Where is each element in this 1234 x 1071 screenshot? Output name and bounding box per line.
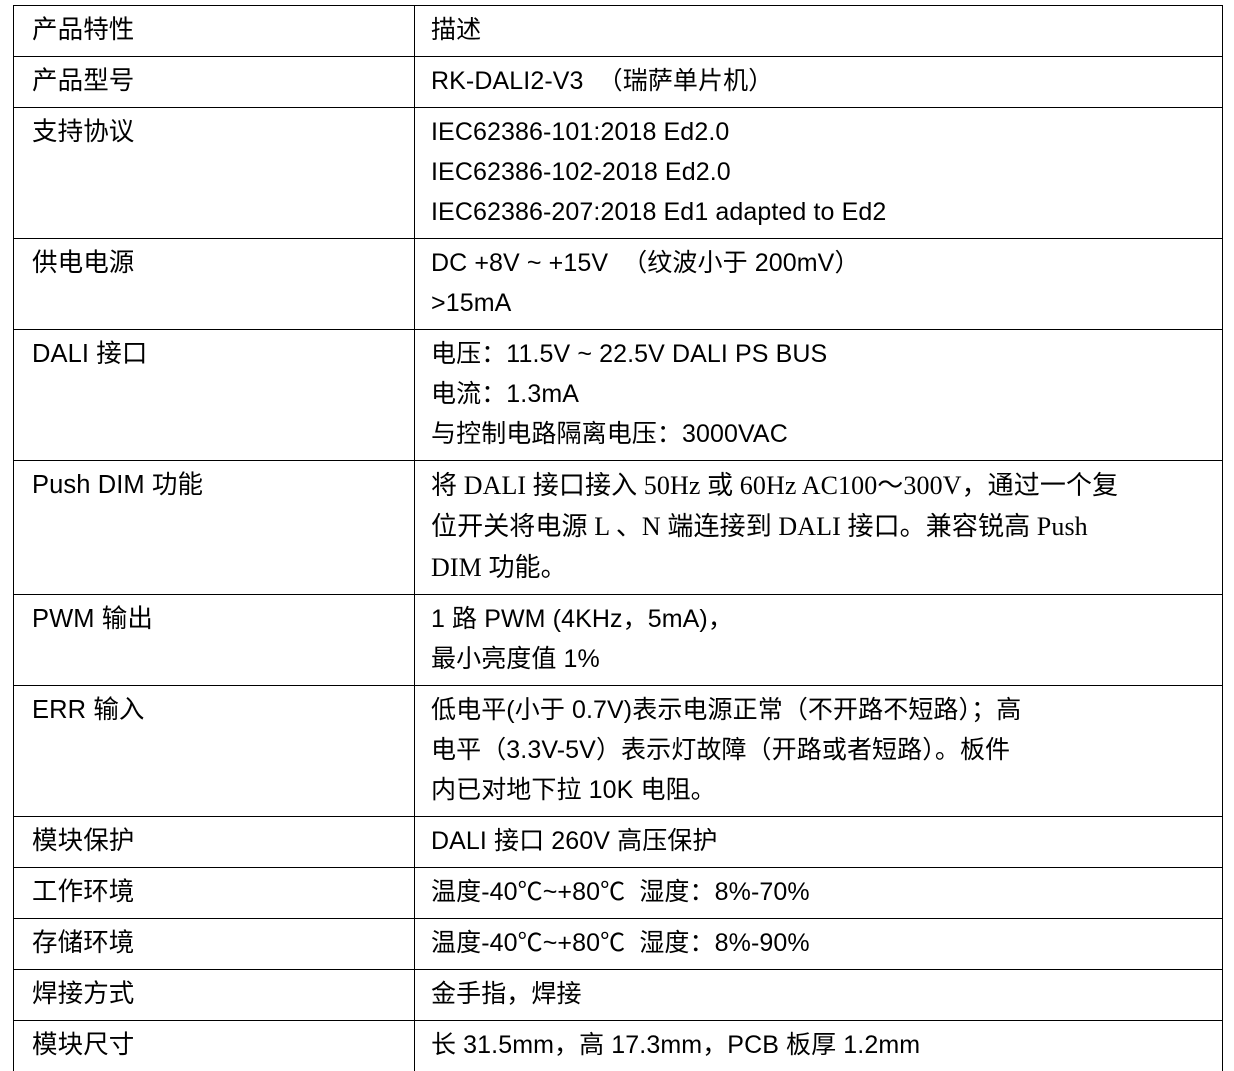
table-body: 产品特性 描述 产品型号 RK-DALI2-V3 （瑞萨单片机） 支持协议 IEC62… bbox=[13, 5, 1223, 1071]
table-header-cell-description: 描述 bbox=[414, 5, 1223, 57]
table-row: 供电电源 DC +8V ~ +15V （纹波小于 200mV） >15mA bbox=[13, 238, 1223, 330]
table-row: DALI 接口 电压：11.5V ~ 22.5V DALI PS BUS 电流：1.… bbox=[13, 329, 1223, 461]
description-line: 将 DALI 接口接入 50Hz 或 60Hz AC100～300V，通过一个复 bbox=[431, 471, 1119, 500]
table-cell-feature: 焊接方式 bbox=[13, 969, 415, 1021]
table-cell-description: 长 31.5mm，高 17.3mm，PCB 板厚 1.2mm bbox=[414, 1020, 1223, 1071]
feature-label: 存储环境 bbox=[32, 929, 135, 957]
description-line: 电流：1.3mA bbox=[431, 380, 580, 408]
table-row: 支持协议 IEC62386-101:2018 Ed2.0 IEC62386-102-… bbox=[13, 107, 1223, 239]
table-cell-description: DALI 接口 260V 高压保护 bbox=[414, 816, 1223, 868]
description-line: 长 31.5mm，高 17.3mm，PCB 板厚 1.2mm bbox=[431, 1031, 921, 1059]
table-row: 模块保护 DALI 接口 260V 高压保护 bbox=[13, 816, 1223, 868]
table-cell-description: 电压：11.5V ~ 22.5V DALI PS BUS 电流：1.3mA 与控制电… bbox=[414, 329, 1223, 461]
product-specification-table: 产品特性 描述 产品型号 RK-DALI2-V3 （瑞萨单片机） 支持协议 IEC62… bbox=[13, 5, 1223, 1071]
header-label-feature: 产品特性 bbox=[32, 16, 135, 44]
feature-label: 产品型号 bbox=[32, 67, 135, 95]
feature-label: 模块保护 bbox=[32, 827, 135, 855]
description-line: DC +8V ~ +15V （纹波小于 200mV） bbox=[431, 249, 860, 277]
description-line: DIM 功能。 bbox=[431, 553, 567, 582]
description-line: 1 路 PWM (4KHz，5mA)， bbox=[431, 605, 733, 633]
table-cell-description: 温度-40℃~+80℃ 湿度：8%-90% bbox=[414, 918, 1223, 970]
feature-label: Push DIM 功能 bbox=[32, 471, 204, 499]
description-line: 电平（3.3V-5V）表示灯故障（开路或者短路）。板件 bbox=[431, 736, 1011, 764]
description-line: RK-DALI2-V3 （瑞萨单片机） bbox=[431, 67, 774, 95]
feature-label: 模块尺寸 bbox=[32, 1031, 135, 1059]
table-cell-description: 1 路 PWM (4KHz，5mA)， 最小亮度值 1% bbox=[414, 594, 1223, 686]
table-row: 模块尺寸 长 31.5mm，高 17.3mm，PCB 板厚 1.2mm bbox=[13, 1020, 1223, 1071]
table-cell-feature: 支持协议 bbox=[13, 107, 415, 239]
description-line: IEC62386-101:2018 Ed2.0 bbox=[431, 118, 730, 146]
feature-label: 支持协议 bbox=[32, 118, 135, 146]
description-line: >15mA bbox=[431, 289, 512, 317]
table-row: 存储环境 温度-40℃~+80℃ 湿度：8%-90% bbox=[13, 918, 1223, 970]
description-line: 低电平(小于 0.7V)表示电源正常（不开路不短路）；高 bbox=[431, 696, 1022, 724]
table-row: ERR 输入 低电平(小于 0.7V)表示电源正常（不开路不短路）；高 电平（3.3… bbox=[13, 685, 1223, 817]
table-cell-description: 金手指，焊接 bbox=[414, 969, 1223, 1021]
description-line: IEC62386-102-2018 Ed2.0 bbox=[431, 158, 731, 186]
table-cell-feature: Push DIM 功能 bbox=[13, 460, 415, 595]
feature-label: 焊接方式 bbox=[32, 980, 135, 1008]
description-line: DALI 接口 260V 高压保护 bbox=[431, 827, 718, 855]
header-label-description: 描述 bbox=[431, 16, 482, 44]
table-row: 工作环境 温度-40℃~+80℃ 湿度：8%-70% bbox=[13, 867, 1223, 919]
description-line: 金手指，焊接 bbox=[431, 980, 582, 1008]
table-cell-feature: 模块尺寸 bbox=[13, 1020, 415, 1071]
table-cell-feature: 产品型号 bbox=[13, 56, 415, 108]
table-cell-feature: 存储环境 bbox=[13, 918, 415, 970]
table-cell-feature: 模块保护 bbox=[13, 816, 415, 868]
description-line: 与控制电路隔离电压：3000VAC bbox=[431, 420, 788, 448]
table-cell-description: 温度-40℃~+80℃ 湿度：8%-70% bbox=[414, 867, 1223, 919]
table-header-row: 产品特性 描述 bbox=[13, 5, 1223, 57]
table-cell-feature: 供电电源 bbox=[13, 238, 415, 330]
table-cell-description: DC +8V ~ +15V （纹波小于 200mV） >15mA bbox=[414, 238, 1223, 330]
table-cell-feature: PWM 输出 bbox=[13, 594, 415, 686]
feature-label: 工作环境 bbox=[32, 878, 135, 906]
feature-label: PWM 输出 bbox=[32, 605, 154, 633]
description-line: 最小亮度值 1% bbox=[431, 645, 600, 673]
feature-label: 供电电源 bbox=[32, 249, 135, 277]
table-row: Push DIM 功能 将 DALI 接口接入 50Hz 或 60Hz AC100… bbox=[13, 460, 1223, 595]
description-line: 内已对地下拉 10K 电阻。 bbox=[431, 776, 716, 804]
table-cell-feature: ERR 输入 bbox=[13, 685, 415, 817]
description-line: 电压：11.5V ~ 22.5V DALI PS BUS bbox=[431, 340, 828, 368]
description-line: 位开关将电源 L 、N 端连接到 DALI 接口。兼容锐高 Push bbox=[431, 512, 1088, 541]
table-cell-feature: DALI 接口 bbox=[13, 329, 415, 461]
table-row: 产品型号 RK-DALI2-V3 （瑞萨单片机） bbox=[13, 56, 1223, 108]
feature-label: ERR 输入 bbox=[32, 696, 145, 724]
table-cell-description: IEC62386-101:2018 Ed2.0 IEC62386-102-2018… bbox=[414, 107, 1223, 239]
table-cell-feature: 工作环境 bbox=[13, 867, 415, 919]
table-row: 焊接方式 金手指，焊接 bbox=[13, 969, 1223, 1021]
table-cell-description: 低电平(小于 0.7V)表示电源正常（不开路不短路）；高 电平（3.3V-5V）表… bbox=[414, 685, 1223, 817]
feature-label: DALI 接口 bbox=[32, 340, 148, 368]
table-cell-description: 将 DALI 接口接入 50Hz 或 60Hz AC100～300V，通过一个复… bbox=[414, 460, 1223, 595]
table-header-cell-feature: 产品特性 bbox=[13, 5, 415, 57]
table-cell-description: RK-DALI2-V3 （瑞萨单片机） bbox=[414, 56, 1223, 108]
description-line: 温度-40℃~+80℃ 湿度：8%-70% bbox=[431, 878, 810, 906]
description-line: 温度-40℃~+80℃ 湿度：8%-90% bbox=[431, 929, 810, 957]
table-row: PWM 输出 1 路 PWM (4KHz，5mA)， 最小亮度值 1% bbox=[13, 594, 1223, 686]
description-line: IEC62386-207:2018 Ed1 adapted to Ed2 bbox=[431, 198, 887, 226]
